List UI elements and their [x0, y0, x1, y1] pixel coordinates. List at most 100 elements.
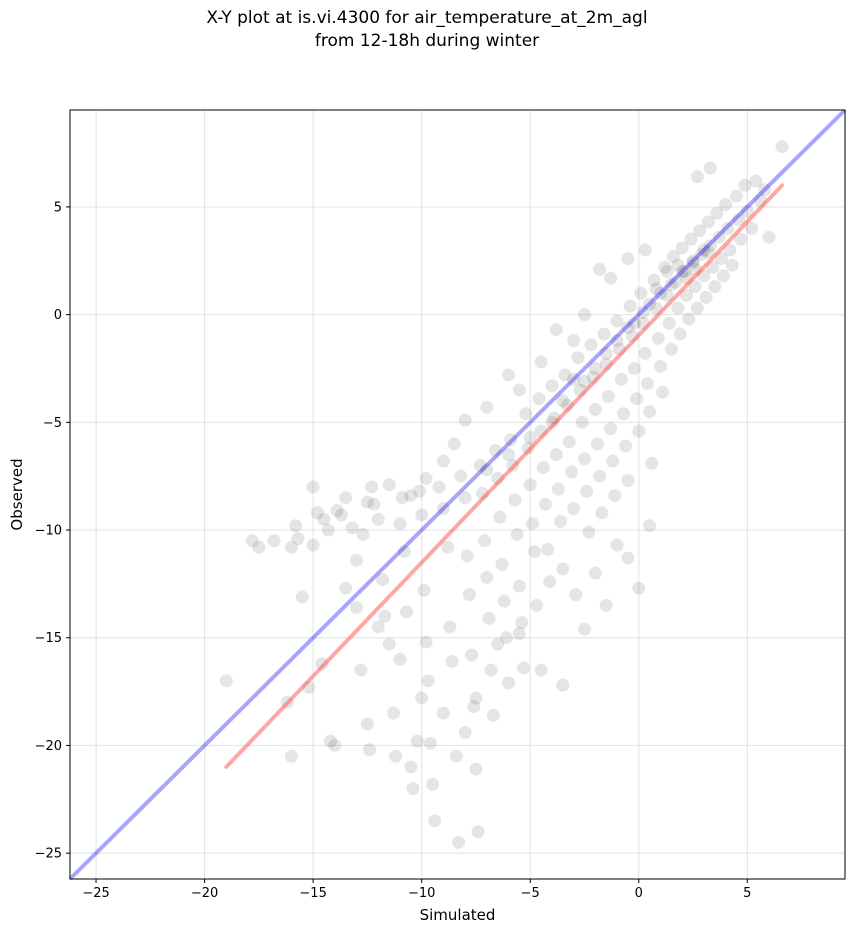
scatter-point: [310, 506, 324, 520]
scatter-point: [625, 329, 639, 343]
scatter-point: [714, 252, 728, 266]
scatter-point: [469, 691, 483, 705]
scatter-point: [502, 448, 516, 462]
scatter-point: [651, 331, 665, 345]
scatter-point: [491, 471, 505, 485]
scatter-point: [404, 489, 418, 503]
scatter-point: [643, 297, 657, 311]
scatter-point: [588, 361, 602, 375]
scatter-point: [317, 512, 331, 526]
scatter-point: [534, 424, 548, 438]
identity-line: [68, 108, 847, 881]
scatter-point: [525, 517, 539, 531]
scatter-point: [617, 407, 631, 421]
scatter-point: [701, 245, 715, 259]
scatter-point: [339, 581, 353, 595]
scatter-point: [443, 620, 457, 634]
scatter-point: [564, 465, 578, 479]
scatter-point: [458, 491, 472, 505]
scatter-point: [538, 497, 552, 511]
x-tick-label: 0: [635, 886, 643, 901]
scatter-point: [682, 312, 696, 326]
scatter-point: [593, 262, 607, 276]
scatter-point: [419, 635, 433, 649]
scatter-point: [699, 290, 713, 304]
scatter-point: [436, 706, 450, 720]
scatter-point: [610, 314, 624, 328]
scatter-point: [627, 316, 641, 330]
scatter-point: [339, 491, 353, 505]
scatter-point: [512, 383, 526, 397]
scatter-point: [530, 598, 544, 612]
scatter-point: [608, 489, 622, 503]
scatter-point: [667, 249, 681, 263]
scatter-point: [512, 626, 526, 640]
scatter-point: [671, 258, 685, 272]
scatter-point: [460, 549, 474, 563]
scatter-point: [567, 502, 581, 516]
scatter-point: [354, 663, 368, 677]
scatter-point: [577, 308, 591, 322]
scatter-point: [523, 430, 537, 444]
scatter-point: [591, 437, 605, 451]
scatter-point: [643, 405, 657, 419]
scatter-point: [360, 495, 374, 509]
scatter-point: [658, 260, 672, 274]
x-tick-label: −10: [408, 886, 435, 901]
scatter-point: [475, 486, 489, 500]
scatter-point: [610, 333, 624, 347]
scatter-point: [610, 538, 624, 552]
scatter-point: [491, 637, 505, 651]
scatter-point: [758, 183, 772, 197]
scatter-point: [745, 221, 759, 235]
scatter-point: [465, 648, 479, 662]
scatter-point: [367, 497, 381, 511]
scatter-point: [703, 239, 717, 253]
scatter-point: [586, 370, 600, 384]
scatter-point: [621, 252, 635, 266]
scatter-point: [406, 782, 420, 796]
scatter-point: [488, 443, 502, 457]
scatter-point: [517, 661, 531, 675]
scatter-point: [486, 708, 500, 722]
scatter-point: [675, 265, 689, 279]
scatter-point: [417, 583, 431, 597]
x-tick-label: 5: [743, 886, 751, 901]
scatter-point: [664, 277, 678, 291]
scatter-point: [660, 288, 674, 302]
grid: [70, 110, 845, 879]
chart-title-line-2: from 12-18h during winter: [314, 31, 540, 51]
scatter-point: [267, 534, 281, 548]
scatter-point: [543, 575, 557, 589]
scatter-point: [499, 631, 513, 645]
scatter-point: [519, 407, 533, 421]
scatter-point: [547, 411, 561, 425]
scatter-point: [604, 422, 618, 436]
y-axis-label: Observed: [8, 458, 26, 530]
scatter-point: [345, 521, 359, 535]
scatter-point: [636, 316, 650, 330]
scatter-point: [356, 527, 370, 541]
scatter-point: [441, 540, 455, 554]
scatter-point: [740, 204, 754, 218]
scatter-point: [404, 760, 418, 774]
scatter-point: [558, 368, 572, 382]
scatter-point: [432, 480, 446, 494]
scatter-point: [571, 351, 585, 365]
scatter-point: [480, 463, 494, 477]
scatter-point: [376, 573, 390, 587]
scatter-point: [528, 545, 542, 559]
scatter-point: [690, 301, 704, 315]
scatter-point: [612, 342, 626, 356]
scatter-point: [506, 458, 520, 472]
scatter-point: [708, 280, 722, 294]
scatter-point: [428, 814, 442, 828]
y-tick-label: −15: [35, 631, 62, 646]
data-points: [219, 140, 789, 849]
scatter-point: [389, 749, 403, 763]
scatter-point: [536, 461, 550, 475]
scatter-point: [484, 663, 498, 677]
scatter-point: [295, 590, 309, 604]
scatter-point: [284, 540, 298, 554]
